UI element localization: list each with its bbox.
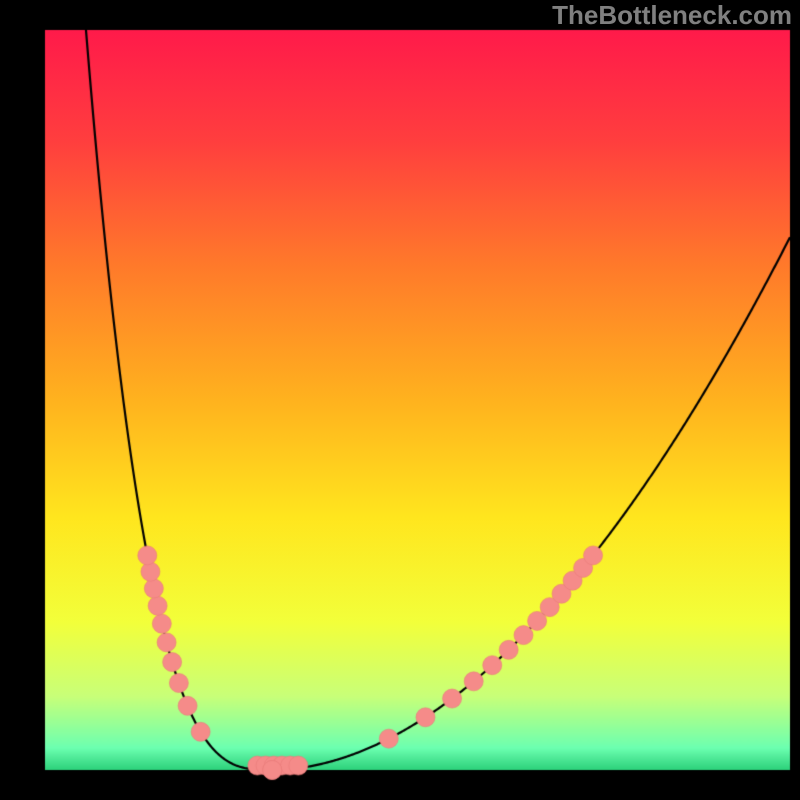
watermark-label: TheBottleneck.com: [552, 0, 792, 31]
bottleneck-chart: [0, 0, 800, 800]
